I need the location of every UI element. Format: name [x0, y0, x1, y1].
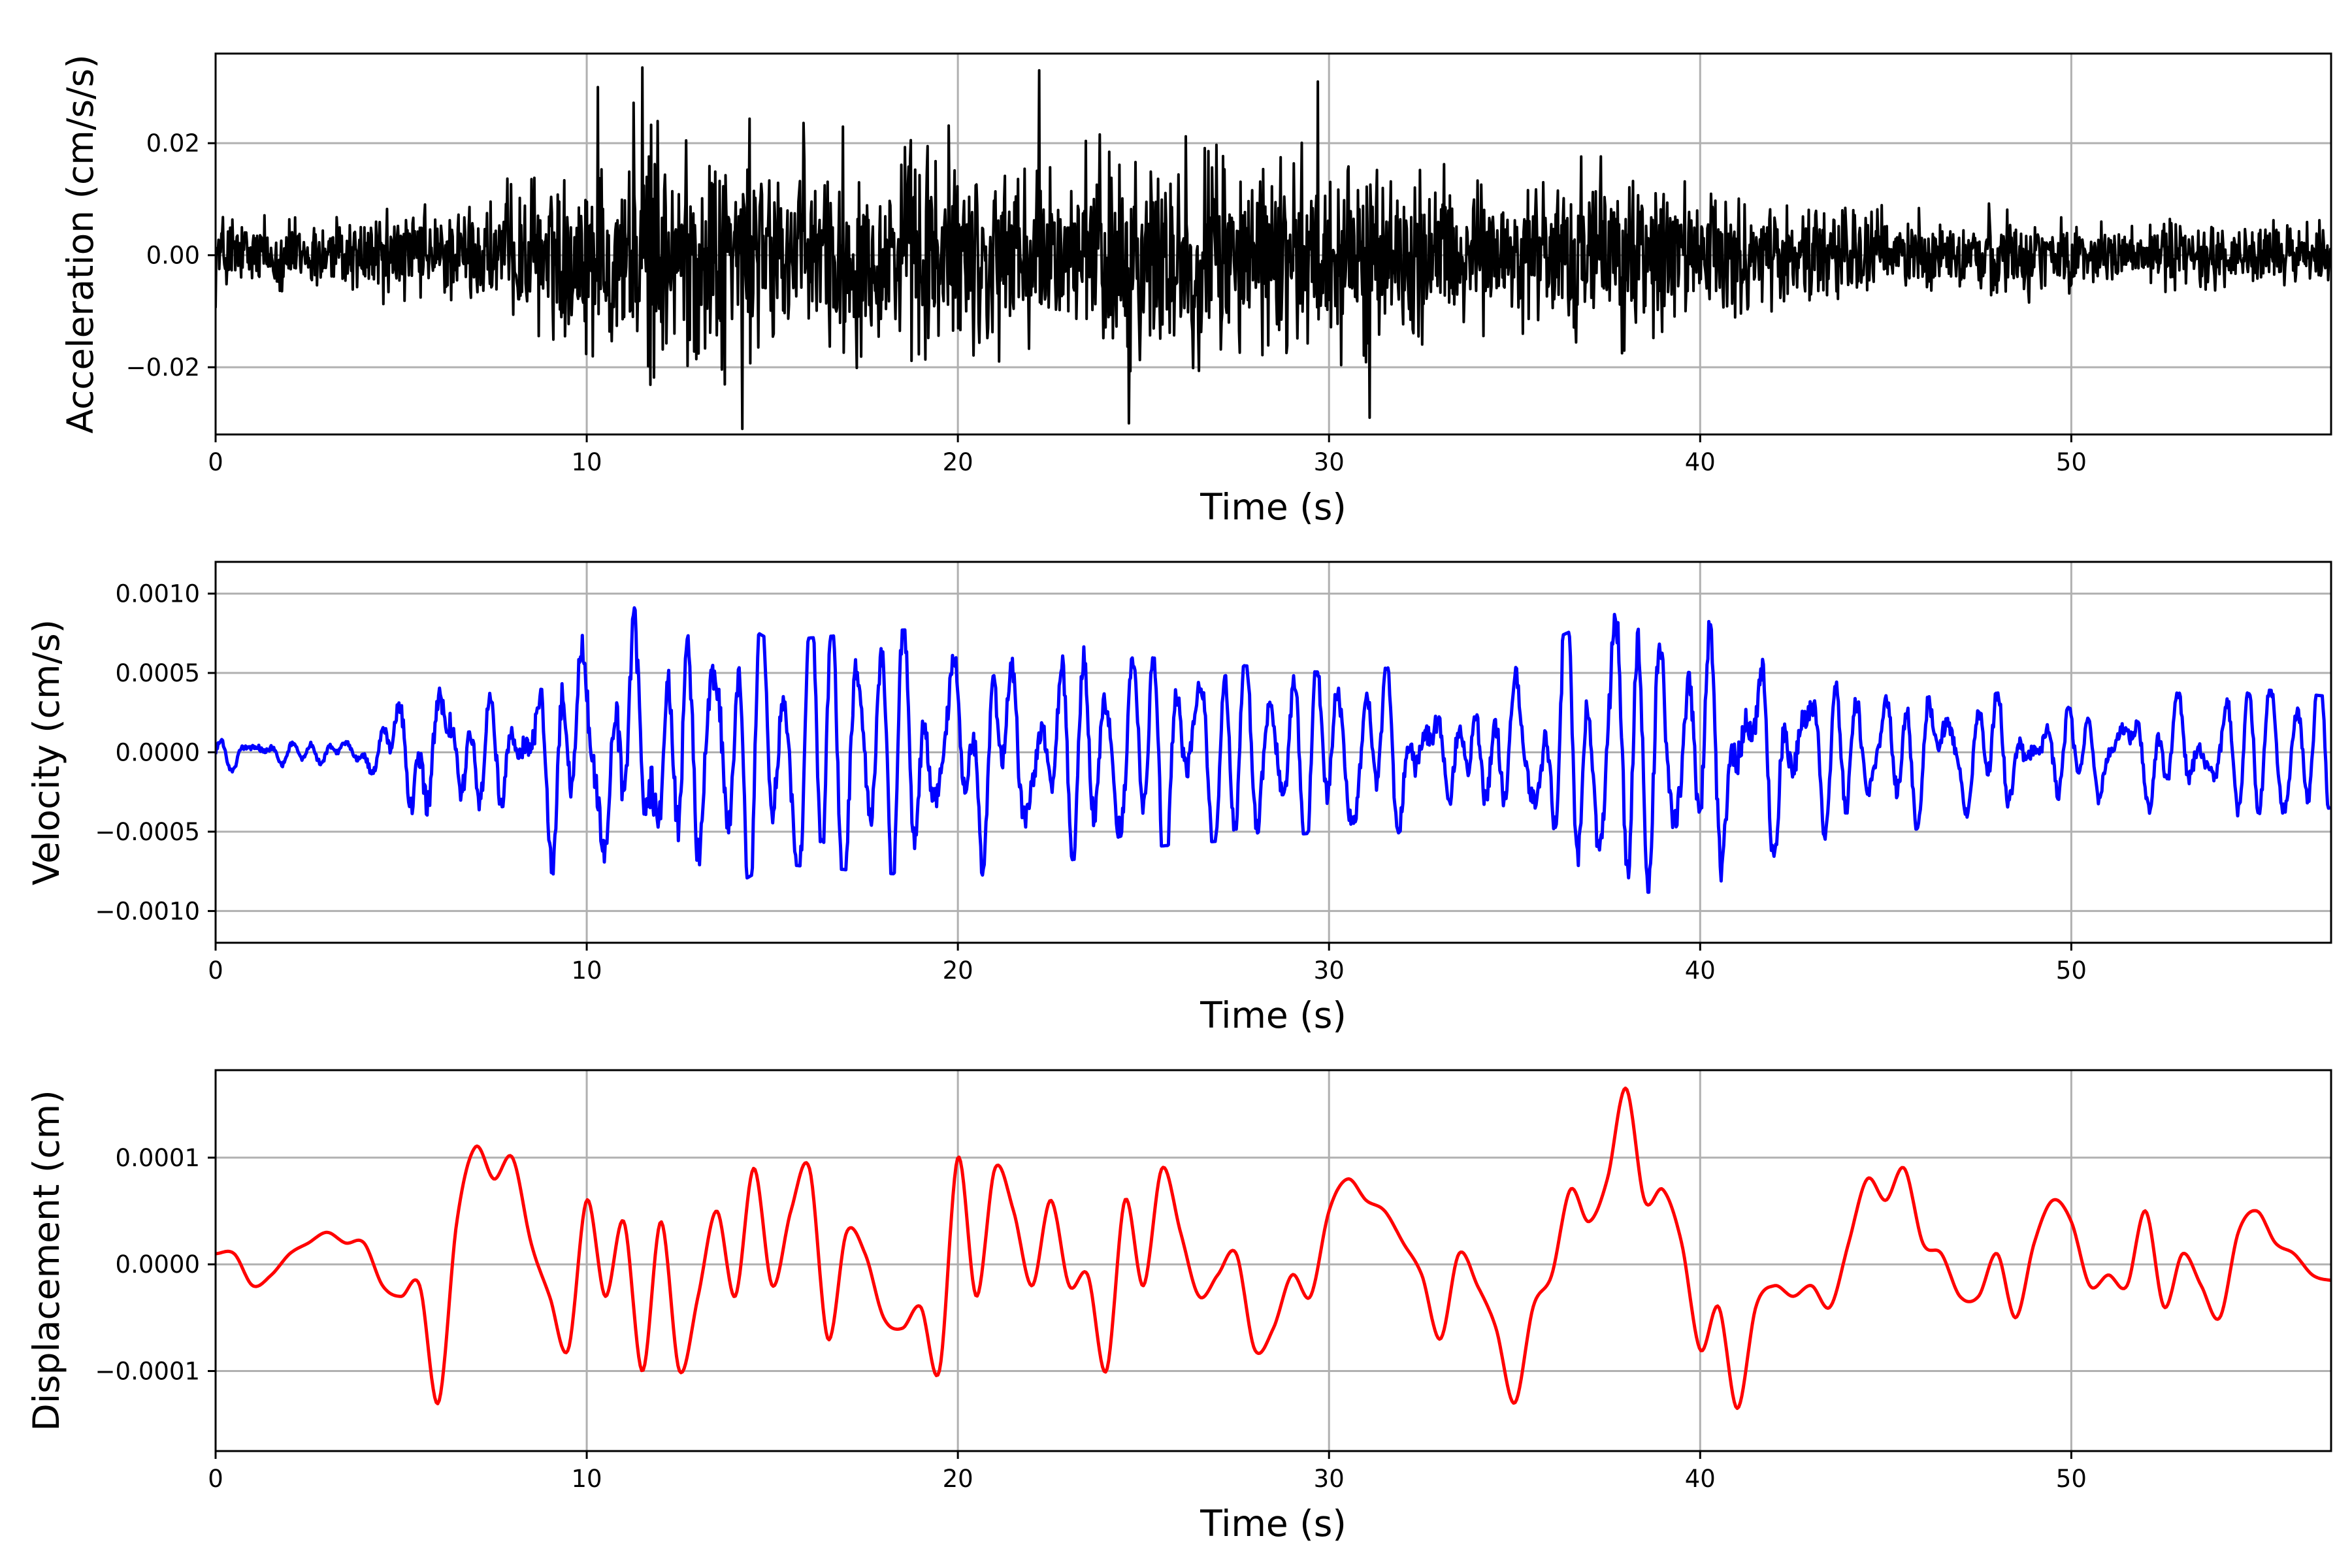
acceleration-ytick-label: 0.02 — [146, 129, 200, 157]
acceleration-xtick-label: 0 — [208, 448, 223, 476]
velocity-panel: 0 10 20 30 40 50 −0.0010 −0.0005 0.0000 0.0005 0.… — [25, 561, 2332, 1036]
acceleration-xtick-label: 50 — [2056, 448, 2087, 476]
displacement-xlabel: Time (s) — [1200, 1503, 1347, 1544]
velocity-xticks: 0 10 20 30 40 50 — [208, 943, 2087, 985]
velocity-ytick-label: −0.0005 — [95, 818, 200, 846]
displacement-xticks: 0 10 20 30 40 50 — [208, 1451, 2087, 1493]
displacement-panel: 0 10 20 30 40 50 −0.0001 0.0000 0.0001 Time (s)… — [25, 1069, 2332, 1544]
displacement-series-line — [216, 1086, 2331, 1411]
velocity-yticks: −0.0010 −0.0005 0.0000 0.0005 0.0010 — [95, 580, 216, 925]
displacement-series — [216, 1086, 2331, 1411]
acceleration-ytick-label: −0.02 — [126, 353, 200, 382]
acceleration-xtick-label: 20 — [943, 448, 973, 476]
displacement-xtick-label: 40 — [1685, 1465, 1716, 1493]
displacement-plot-frame — [214, 1069, 2332, 1452]
velocity-ylabel: Velocity (cm/s) — [25, 619, 67, 885]
displacement-ytick-label: −0.0001 — [95, 1358, 200, 1386]
displacement-xtick-label: 10 — [572, 1465, 602, 1493]
acceleration-series-line — [216, 66, 2331, 431]
velocity-ytick-label: 0.0005 — [116, 659, 200, 687]
acceleration-series — [216, 66, 2331, 431]
displacement-xtick-label: 0 — [208, 1465, 223, 1493]
acceleration-xtick-label: 10 — [572, 448, 602, 476]
acceleration-ytick-label: 0.00 — [146, 242, 200, 270]
displacement-grid — [216, 1070, 2331, 1451]
displacement-xtick-label: 20 — [943, 1465, 973, 1493]
acceleration-yticks: −0.02 0.00 0.02 — [126, 129, 216, 382]
velocity-xlabel: Time (s) — [1200, 994, 1347, 1036]
velocity-xtick-label: 0 — [208, 956, 223, 985]
velocity-xtick-label: 50 — [2056, 956, 2087, 985]
velocity-series-line — [216, 606, 2331, 894]
acceleration-xtick-label: 40 — [1685, 448, 1716, 476]
displacement-ytick-label: 0.0000 — [116, 1250, 200, 1279]
displacement-xtick-label: 30 — [1314, 1465, 1345, 1493]
velocity-xtick-label: 10 — [572, 956, 602, 985]
velocity-ytick-label: 0.0010 — [116, 580, 200, 608]
acceleration-xticks: 0 10 20 30 40 50 — [208, 434, 2087, 476]
displacement-ytick-label: 0.0001 — [116, 1144, 200, 1172]
acceleration-plot-frame — [214, 52, 2332, 436]
displacement-xtick-label: 50 — [2056, 1465, 2087, 1493]
displacement-ylabel: Displacement (cm) — [25, 1090, 67, 1431]
velocity-series — [216, 606, 2331, 894]
acceleration-ylabel: Acceleration (cm/s/s) — [59, 54, 101, 433]
velocity-ytick-label: 0.0000 — [116, 739, 200, 767]
velocity-xtick-label: 40 — [1685, 956, 1716, 985]
acceleration-xtick-label: 30 — [1314, 448, 1345, 476]
displacement-yticks: −0.0001 0.0000 0.0001 — [95, 1144, 216, 1386]
acceleration-xlabel: Time (s) — [1200, 486, 1347, 528]
velocity-xtick-label: 30 — [1314, 956, 1345, 985]
velocity-xtick-label: 20 — [943, 956, 973, 985]
acceleration-panel: 0 10 20 30 40 50 −0.02 0.00 0.02 Time (s) Accel… — [59, 52, 2332, 528]
velocity-ytick-label: −0.0010 — [95, 897, 200, 925]
